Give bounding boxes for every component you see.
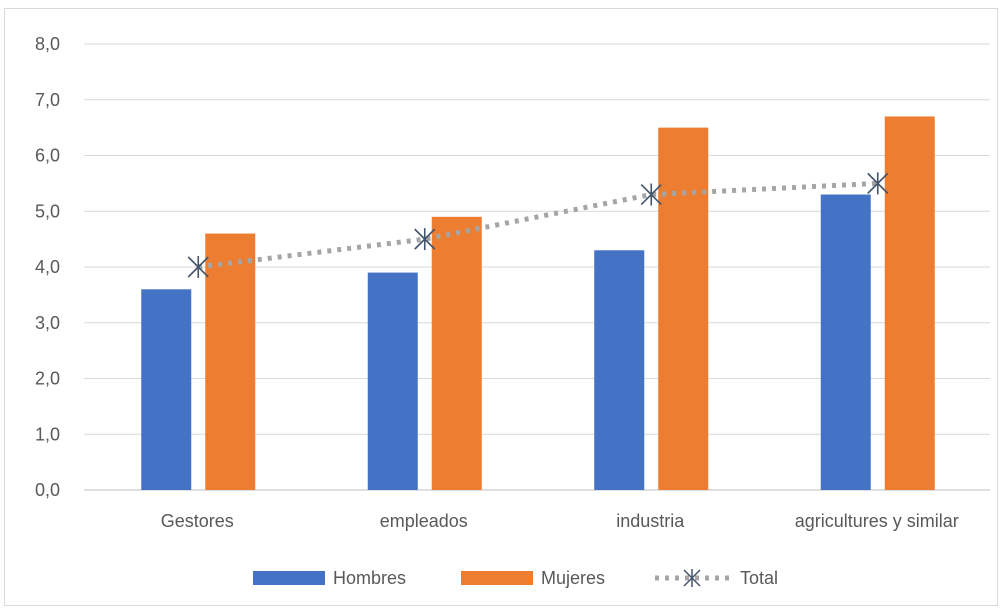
legend-swatch [253,571,325,585]
y-tick-label: 4,0 [35,257,60,277]
legend-swatch [461,571,533,585]
x-axis-ticks: Gestores empleados industria agricultures y… [161,511,959,531]
bar-hombres-0 [141,289,192,490]
legend-item-hombres: Hombres [253,568,406,588]
y-tick-label: 3,0 [35,313,60,333]
x-tick-label: empleados [380,511,468,531]
y-tick-label: 2,0 [35,369,60,389]
bar-mujeres-0 [205,233,256,491]
legend-label: Total [740,568,778,588]
bar-hombres-3 [820,194,871,490]
y-tick-label: 0,0 [35,480,60,500]
y-tick-label: 5,0 [35,201,60,221]
total-line-path [197,180,878,270]
total-marker-2 [640,183,662,206]
y-tick-label: 7,0 [35,90,60,110]
bar-hombres-1 [367,272,418,490]
legend-label: Mujeres [541,568,605,588]
legend-item-mujeres: Mujeres [461,568,605,588]
legend-label: Hombres [333,568,406,588]
bars [141,116,935,491]
bar-hombres-2 [594,250,645,490]
y-tick-label: 1,0 [35,424,60,444]
y-tick-label: 8,0 [35,34,60,54]
x-tick-label: Gestores [161,511,234,531]
legend-item-total: Total [655,568,778,588]
total-line [187,172,889,278]
total-marker-0 [187,256,209,278]
x-tick-label: agricultures y similar [795,511,959,531]
total-marker-1 [414,228,436,251]
bar-mujeres-3 [884,116,935,490]
y-tick-label: 6,0 [35,146,60,166]
total-marker-3 [867,172,889,195]
bar-mujeres-1 [431,216,482,490]
y-axis-ticks: 0,0 1,0 2,0 3,0 4,0 5,0 6,0 7,0 8,0 [35,34,60,500]
bar-mujeres-2 [658,127,709,490]
legend: Hombres Mujeres Total [253,568,778,588]
x-tick-label: industria [616,511,685,531]
